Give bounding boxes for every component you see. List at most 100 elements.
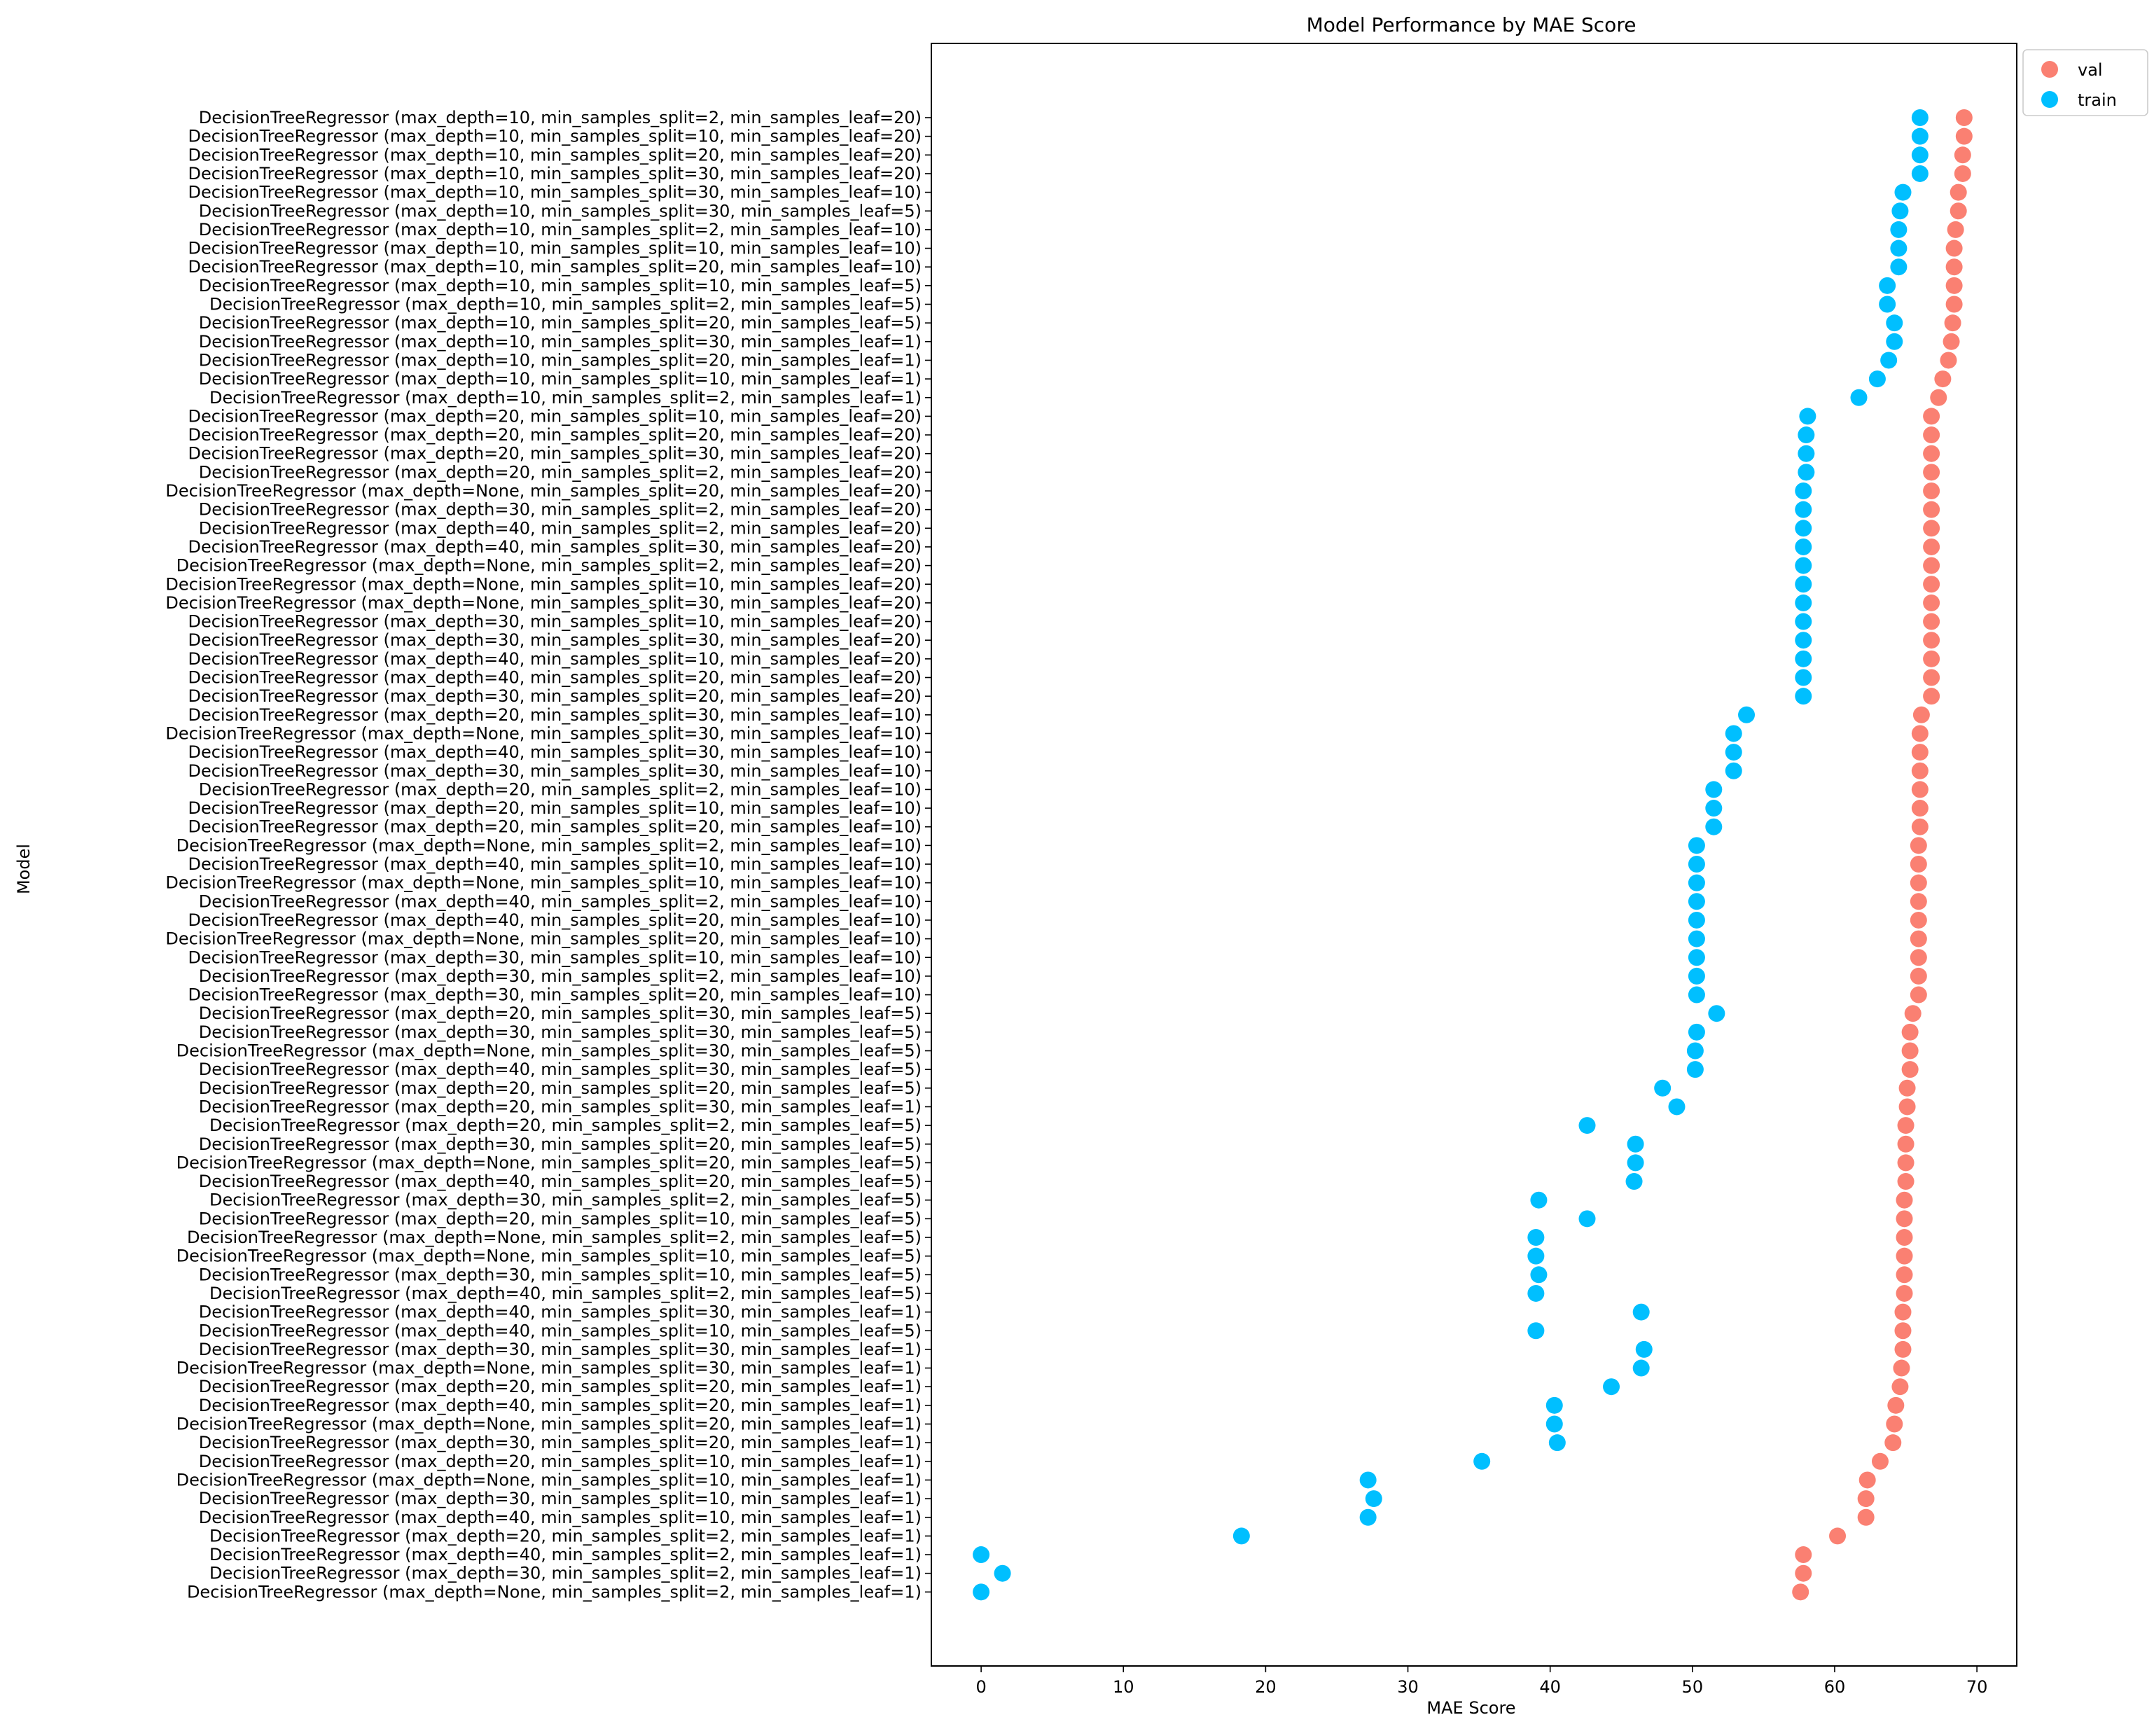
- y-tick-label: DecisionTreeRegressor (max_depth=10, min…: [199, 369, 922, 389]
- train-point: [1886, 333, 1903, 350]
- val-point: [1904, 1005, 1922, 1022]
- legend-marker-train: [2041, 91, 2058, 108]
- train-point: [1705, 781, 1723, 798]
- train-point: [1708, 1005, 1725, 1022]
- train-point: [1725, 725, 1742, 742]
- val-point: [1898, 1079, 1916, 1097]
- train-point: [1625, 1173, 1643, 1190]
- y-tick-label: DecisionTreeRegressor (max_depth=20, min…: [209, 1526, 922, 1546]
- val-point: [1923, 482, 1940, 499]
- y-tick-label: DecisionTreeRegressor (max_depth=10, min…: [209, 388, 922, 408]
- y-tick-label: DecisionTreeRegressor (max_depth=None, m…: [187, 1228, 922, 1247]
- val-point: [1945, 258, 1963, 276]
- train-point: [1545, 1415, 1563, 1433]
- train-point: [1530, 1266, 1548, 1284]
- y-tick-label: DecisionTreeRegressor (max_depth=None, m…: [165, 574, 922, 594]
- val-point: [1901, 1023, 1919, 1041]
- y-tick-label: DecisionTreeRegressor (max_depth=10, min…: [199, 332, 922, 352]
- y-tick-label: DecisionTreeRegressor (max_depth=10, min…: [199, 276, 922, 296]
- val-point: [1923, 594, 1940, 611]
- train-point: [1705, 800, 1723, 817]
- val-point: [1894, 1322, 1912, 1340]
- y-tick-label: DecisionTreeRegressor (max_depth=30, min…: [199, 966, 922, 986]
- val-point: [1858, 1471, 1876, 1489]
- val-point: [1886, 1415, 1903, 1433]
- train-point: [1850, 389, 1868, 406]
- y-tick-label: DecisionTreeRegressor (max_depth=20, min…: [188, 425, 922, 445]
- val-point: [1910, 874, 1927, 891]
- val-point: [1911, 744, 1929, 761]
- y-tick-label: DecisionTreeRegressor (max_depth=20, min…: [209, 1116, 922, 1135]
- train-point: [1795, 520, 1812, 537]
- val-point: [1910, 856, 1927, 873]
- val-point: [1923, 501, 1940, 518]
- y-tick-label: DecisionTreeRegressor (max_depth=20, min…: [188, 705, 922, 725]
- train-point: [994, 1564, 1011, 1582]
- train-point: [1795, 538, 1812, 555]
- train-point: [1686, 1061, 1704, 1078]
- val-point: [1910, 837, 1927, 854]
- y-tick-label: DecisionTreeRegressor (max_depth=40, min…: [199, 1396, 922, 1415]
- val-point: [1897, 1135, 1915, 1153]
- train-point: [1688, 949, 1705, 966]
- val-point: [1923, 557, 1940, 574]
- y-tick-label: DecisionTreeRegressor (max_depth=40, min…: [199, 1303, 922, 1322]
- val-point: [1896, 1247, 1913, 1265]
- y-tick-label: DecisionTreeRegressor (max_depth=20, min…: [199, 1452, 922, 1471]
- train-point: [1795, 688, 1812, 705]
- train-point: [1795, 501, 1812, 518]
- val-point: [1911, 725, 1929, 742]
- train-point: [1686, 1042, 1704, 1060]
- x-tick-label: 70: [1966, 1677, 1988, 1697]
- val-point: [1954, 146, 1971, 164]
- y-tick-label: DecisionTreeRegressor (max_depth=None, m…: [165, 873, 922, 893]
- y-tick-label: DecisionTreeRegressor (max_depth=40, min…: [209, 1545, 922, 1564]
- train-point: [1688, 1023, 1705, 1041]
- val-point: [1955, 127, 1973, 145]
- val-point: [1940, 352, 1957, 369]
- train-point: [1688, 986, 1705, 1004]
- x-ticks: 0 10 20 30 40 50 60 70: [975, 1666, 1987, 1697]
- train-point: [1795, 557, 1812, 574]
- y-tick-label: DecisionTreeRegressor (max_depth=30, min…: [199, 1433, 922, 1452]
- val-point: [1954, 165, 1971, 182]
- val-point: [1945, 296, 1963, 313]
- y-tick-label: DecisionTreeRegressor (max_depth=10, min…: [199, 201, 922, 221]
- train-point: [1530, 1191, 1548, 1209]
- x-tick-label: 30: [1397, 1677, 1419, 1697]
- train-point: [1359, 1471, 1377, 1489]
- val-point: [1795, 1564, 1812, 1582]
- train-point: [1473, 1452, 1491, 1470]
- legend[interactable]: val train: [2022, 49, 2148, 116]
- train-point: [1527, 1284, 1545, 1302]
- train-point: [1232, 1527, 1250, 1545]
- y-tick-label: DecisionTreeRegressor (max_depth=None, m…: [176, 1153, 922, 1172]
- y-tick-label: DecisionTreeRegressor (max_depth=20, min…: [199, 1078, 922, 1098]
- train-point: [1627, 1154, 1644, 1172]
- val-point: [1910, 893, 1927, 910]
- val-point: [1923, 669, 1940, 686]
- val-point: [1884, 1434, 1902, 1452]
- x-axis-label: MAE Score: [1426, 1698, 1515, 1718]
- val-point: [1912, 706, 1930, 723]
- x-tick-label: 10: [1113, 1677, 1134, 1697]
- y-tick-label: DecisionTreeRegressor (max_depth=30, min…: [188, 630, 922, 650]
- train-point: [1627, 1135, 1644, 1153]
- val-point: [1911, 800, 1929, 817]
- x-tick-label: 0: [975, 1677, 986, 1697]
- train-point: [1688, 911, 1705, 929]
- y-tick-label: DecisionTreeRegressor (max_depth=None, m…: [176, 835, 922, 855]
- y-tick-label: DecisionTreeRegressor (max_depth=None, m…: [176, 1415, 922, 1434]
- val-point: [1955, 109, 1973, 126]
- train-point: [1880, 352, 1898, 369]
- y-tick-label: DecisionTreeRegressor (max_depth=40, min…: [199, 891, 922, 911]
- train-point: [1654, 1079, 1672, 1097]
- train-point: [1890, 239, 1908, 257]
- val-point: [1923, 464, 1940, 481]
- val-point: [1894, 1303, 1912, 1321]
- y-tick-label: DecisionTreeRegressor (max_depth=40, min…: [199, 1508, 922, 1527]
- val-point: [1897, 1154, 1915, 1172]
- val-point: [1923, 632, 1940, 649]
- train-point: [1798, 464, 1815, 481]
- y-tick-label: DecisionTreeRegressor (max_depth=None, m…: [165, 929, 922, 949]
